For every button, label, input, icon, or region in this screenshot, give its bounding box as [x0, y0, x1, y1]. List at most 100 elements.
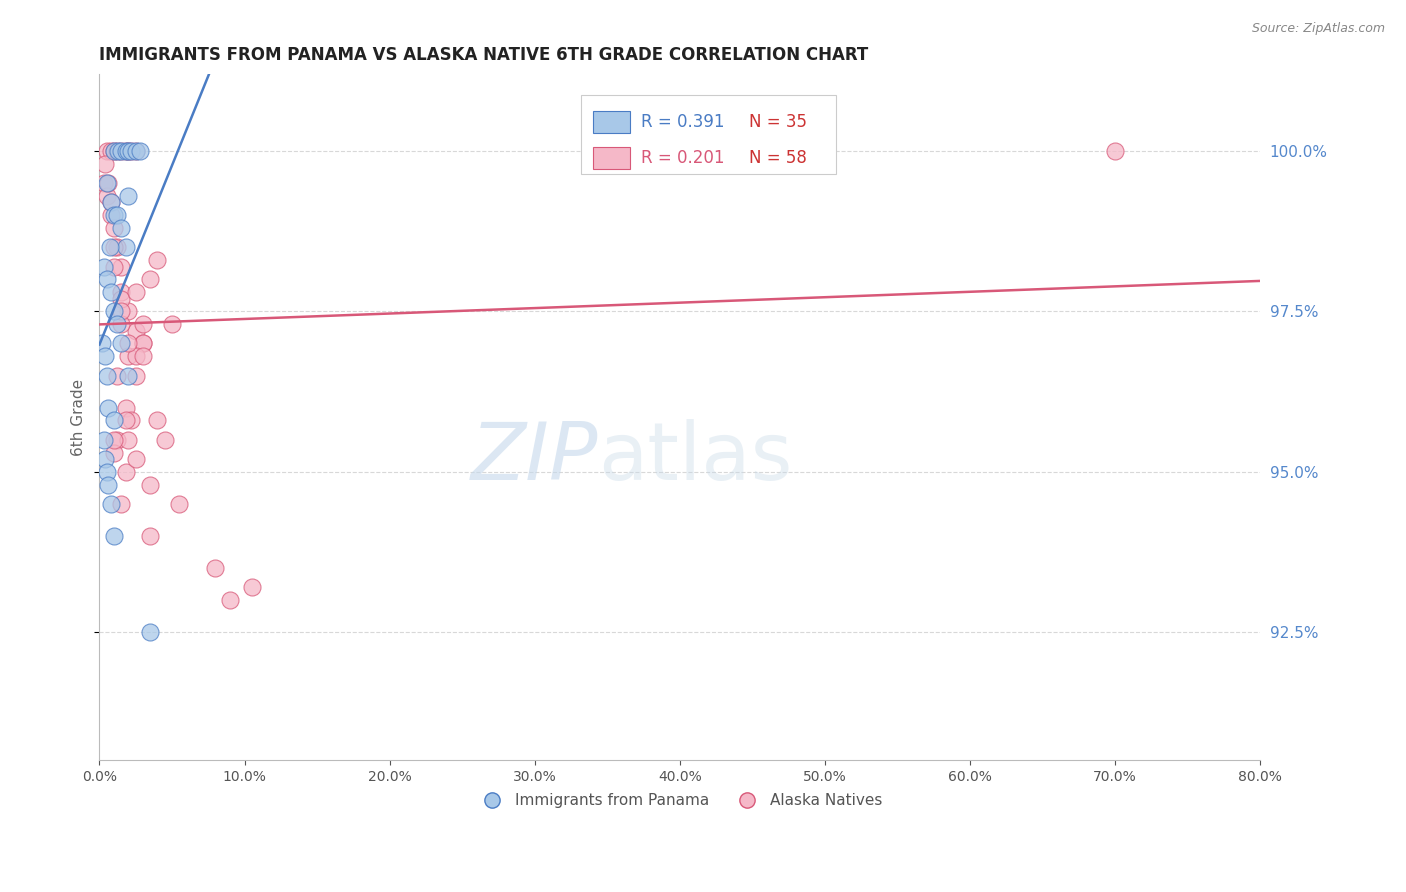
Point	[117, 144, 139, 158]
Point	[107, 144, 129, 158]
Text: N = 35: N = 35	[749, 113, 807, 131]
Point	[132, 336, 155, 351]
Point	[93, 260, 115, 274]
Point	[97, 477, 120, 491]
Point	[120, 144, 142, 158]
Point	[103, 221, 125, 235]
Point	[103, 413, 125, 427]
Point	[103, 445, 125, 459]
Point	[117, 433, 139, 447]
Point	[139, 272, 162, 286]
Point	[105, 240, 128, 254]
Point	[110, 221, 132, 235]
Text: N = 58: N = 58	[749, 149, 807, 167]
Point	[103, 144, 125, 158]
Point	[97, 176, 120, 190]
Point	[132, 349, 155, 363]
Point	[125, 368, 148, 383]
Point	[219, 593, 242, 607]
Point	[146, 253, 169, 268]
Point	[100, 195, 122, 210]
Point	[114, 144, 136, 158]
Point	[103, 208, 125, 222]
Point	[129, 144, 152, 158]
Point	[103, 240, 125, 254]
Point	[110, 144, 132, 158]
Point	[114, 465, 136, 479]
Text: IMMIGRANTS FROM PANAMA VS ALASKA NATIVE 6TH GRADE CORRELATION CHART: IMMIGRANTS FROM PANAMA VS ALASKA NATIVE …	[100, 46, 869, 64]
Point	[117, 336, 139, 351]
Point	[117, 349, 139, 363]
Text: ZIP: ZIP	[471, 419, 599, 498]
Text: Source: ZipAtlas.com: Source: ZipAtlas.com	[1251, 22, 1385, 36]
Point	[114, 413, 136, 427]
Point	[96, 465, 118, 479]
Point	[132, 318, 155, 332]
Point	[98, 240, 121, 254]
FancyBboxPatch shape	[581, 95, 837, 174]
Point	[105, 433, 128, 447]
Y-axis label: 6th Grade: 6th Grade	[72, 379, 86, 456]
Point	[110, 260, 132, 274]
Point	[139, 529, 162, 543]
Point	[96, 176, 118, 190]
Point	[93, 433, 115, 447]
Text: atlas: atlas	[599, 419, 793, 498]
Point	[100, 144, 122, 158]
FancyBboxPatch shape	[593, 112, 630, 133]
Point	[240, 580, 263, 594]
Point	[96, 144, 118, 158]
Point	[110, 304, 132, 318]
Point	[103, 433, 125, 447]
Point	[100, 195, 122, 210]
Point	[117, 144, 139, 158]
Point	[110, 292, 132, 306]
Point	[120, 144, 142, 158]
Point	[153, 433, 176, 447]
Point	[105, 208, 128, 222]
Point	[125, 144, 148, 158]
Point	[105, 318, 128, 332]
Point	[125, 324, 148, 338]
Point	[114, 401, 136, 415]
Point	[93, 176, 115, 190]
Point	[1104, 144, 1126, 158]
Legend: Immigrants from Panama, Alaska Natives: Immigrants from Panama, Alaska Natives	[471, 788, 889, 814]
Point	[103, 260, 125, 274]
Point	[94, 157, 117, 171]
Point	[117, 189, 139, 203]
Point	[132, 336, 155, 351]
Point	[105, 368, 128, 383]
Point	[110, 285, 132, 300]
Point	[139, 625, 162, 640]
Point	[110, 336, 132, 351]
Point	[114, 240, 136, 254]
Point	[103, 304, 125, 318]
Point	[110, 144, 132, 158]
Point	[110, 497, 132, 511]
Point	[100, 497, 122, 511]
Point	[204, 561, 226, 575]
Point	[125, 349, 148, 363]
Point	[96, 189, 118, 203]
Point	[100, 285, 122, 300]
Point	[117, 368, 139, 383]
Text: R = 0.391: R = 0.391	[641, 113, 725, 131]
Point	[94, 452, 117, 467]
Point	[125, 285, 148, 300]
Point	[91, 336, 114, 351]
Point	[146, 413, 169, 427]
Point	[96, 368, 118, 383]
Point	[120, 413, 142, 427]
Point	[167, 497, 190, 511]
Point	[96, 272, 118, 286]
Point	[94, 349, 117, 363]
Text: R = 0.201: R = 0.201	[641, 149, 725, 167]
FancyBboxPatch shape	[593, 147, 630, 169]
Point	[110, 318, 132, 332]
Point	[103, 529, 125, 543]
Point	[125, 144, 148, 158]
Point	[139, 477, 162, 491]
Point	[117, 304, 139, 318]
Point	[125, 452, 148, 467]
